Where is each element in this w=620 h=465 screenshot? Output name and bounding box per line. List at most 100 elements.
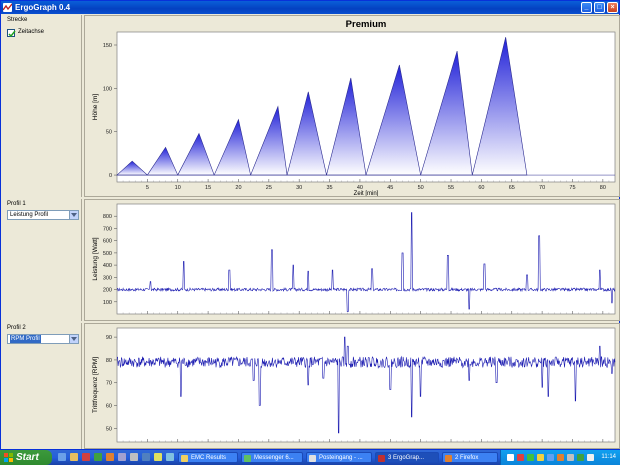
task-ergograph[interactable]: 3 ErgoGrap... (375, 452, 439, 463)
quicklaunch-folder-icon[interactable] (70, 453, 78, 461)
system-tray: 11:14 (500, 450, 620, 465)
quicklaunch-app-icon[interactable] (154, 453, 162, 461)
quicklaunch-desktop-icon[interactable] (58, 453, 66, 461)
y-tick-label: 700 (103, 226, 112, 232)
y-tick-label: 0 (109, 173, 112, 179)
windows-logo-icon (4, 453, 13, 462)
close-button[interactable]: × (607, 2, 618, 13)
profil1-select[interactable]: Leistung Profil (7, 210, 79, 220)
quicklaunch-app-icon[interactable] (142, 453, 150, 461)
quicklaunch-app-icon[interactable] (94, 453, 102, 461)
cadence-chart: Trittfrequenz [RPM] 50 60 70 80 90 (92, 327, 616, 443)
tray-expand-icon[interactable] (507, 454, 514, 461)
x-tick-label: 40 (357, 185, 363, 191)
y-tick-label: 800 (103, 214, 112, 220)
plot-area (116, 203, 616, 315)
x-tick-label: 75 (569, 185, 575, 191)
y-tick-label: 500 (103, 251, 112, 257)
y-tick-label: 70 (106, 381, 112, 387)
x-tick-label: 45 (387, 185, 393, 191)
y-tick-label: 50 (106, 130, 112, 136)
power-chart: Leistung [Watt] 100 200 300 400 500 600 700 800 (92, 203, 616, 315)
x-tick-label: 20 (235, 185, 241, 191)
task-posteingang[interactable]: Posteingang - ... (306, 452, 372, 463)
y-tick-label: 60 (106, 404, 112, 410)
title-bar[interactable]: ErgoGraph 0.4 _ □ × (1, 1, 619, 14)
y-tick-label: 600 (103, 239, 112, 245)
strecke-label: Strecke (7, 17, 28, 23)
y-tick-label: 100 (103, 300, 112, 306)
profil1-label: Profil 1 (7, 201, 26, 207)
quicklaunch-app-icon[interactable] (130, 453, 138, 461)
quicklaunch-app-icon[interactable] (166, 453, 174, 461)
tray-app-icon[interactable] (557, 454, 564, 461)
tray-antivirus-icon[interactable] (517, 454, 524, 461)
y-axis-label: Leistung [Watt] (92, 237, 99, 280)
tray-app-icon[interactable] (587, 454, 594, 461)
y-axis-label: Trittfrequenz [RPM] (92, 357, 99, 413)
y-tick-label: 80 (106, 358, 112, 364)
zeitachse-checkbox[interactable] (7, 29, 16, 38)
chevron-down-icon[interactable] (69, 211, 78, 219)
x-tick-label: 80 (600, 185, 606, 191)
plot-area (116, 327, 616, 443)
profil1-select-value: Leistung Profil (10, 212, 49, 218)
profil2-select[interactable]: RPM Profil (7, 334, 79, 344)
taskbar: Start EMC Results Messenger 6... Postein… (0, 450, 620, 465)
y-tick-label: 200 (103, 288, 112, 294)
y-tick-label: 150 (103, 43, 112, 49)
x-tick-label: 65 (509, 185, 515, 191)
series-line (116, 336, 616, 434)
app-window: ErgoGraph 0.4 _ □ × Strecke Zeitachse Pr… (0, 0, 620, 450)
x-tick-label: 10 (175, 185, 181, 191)
zeitachse-label: Zeitachse (18, 29, 45, 35)
series-line (116, 212, 616, 312)
x-tick-label: 30 (296, 185, 302, 191)
checkmark-icon (8, 30, 16, 38)
y-tick-label: 300 (103, 275, 112, 281)
x-tick-label: 25 (266, 185, 272, 191)
profil1-panel: Profil 1 Leistung Profil (2, 199, 82, 321)
x-tick-label: 60 (478, 185, 484, 191)
ergograph-app-icon (3, 3, 12, 12)
clock: 11:14 (601, 454, 616, 460)
quicklaunch-app-icon[interactable] (82, 453, 90, 461)
start-label: Start (16, 452, 39, 463)
task-emc-results[interactable]: EMC Results (178, 452, 238, 463)
y-tick-label: 400 (103, 263, 112, 269)
tray-app-icon[interactable] (537, 454, 544, 461)
strecke-panel: Strecke Zeitachse (2, 15, 82, 197)
tray-volume-icon[interactable] (577, 454, 584, 461)
mail-icon (309, 455, 316, 462)
messenger-icon (244, 455, 251, 462)
minimize-button[interactable]: _ (581, 2, 592, 13)
profil2-panel: Profil 2 RPM Profil (2, 323, 82, 449)
tray-app-icon[interactable] (547, 454, 554, 461)
ergograph-icon (378, 455, 385, 462)
x-tick-label: 50 (418, 185, 424, 191)
profil2-label: Profil 2 (7, 325, 26, 331)
y-tick-label: 50 (106, 426, 112, 432)
y-tick-label: 90 (106, 335, 112, 341)
tray-app-icon[interactable] (567, 454, 574, 461)
tray-network-icon[interactable] (527, 454, 534, 461)
quicklaunch-app-icon[interactable] (118, 453, 126, 461)
power-chart-panel: Leistung [Watt] 100 200 300 400 500 600 700 800 (84, 199, 620, 321)
folder-icon (181, 455, 188, 462)
y-axis-label: Höhe [m] (92, 94, 99, 121)
task-messenger[interactable]: Messenger 6... (241, 452, 303, 463)
start-button[interactable]: Start (0, 450, 52, 465)
profil2-select-value: RPM Profil (10, 335, 41, 343)
chart-title: Premium (346, 19, 387, 30)
x-tick-label: 15 (205, 185, 211, 191)
x-tick-label: 55 (448, 185, 454, 191)
maximize-button[interactable]: □ (594, 2, 605, 13)
elevation-chart-panel: Premium Höhe [m] 0 50 100 150 5 10 15 20 25 30 35 40 4… (84, 15, 620, 197)
window-title: ErgoGraph 0.4 (15, 3, 71, 12)
chevron-down-icon[interactable] (69, 335, 78, 343)
elevation-chart: Premium Höhe [m] 0 50 100 150 5 10 15 20 25 30 35 40 4… (92, 19, 616, 197)
task-firefox[interactable]: 2 Firefox (442, 452, 498, 463)
x-axis-label: Zeit [min] (354, 191, 379, 196)
quicklaunch-firefox-icon[interactable] (106, 453, 114, 461)
x-tick-label: 35 (326, 185, 332, 191)
